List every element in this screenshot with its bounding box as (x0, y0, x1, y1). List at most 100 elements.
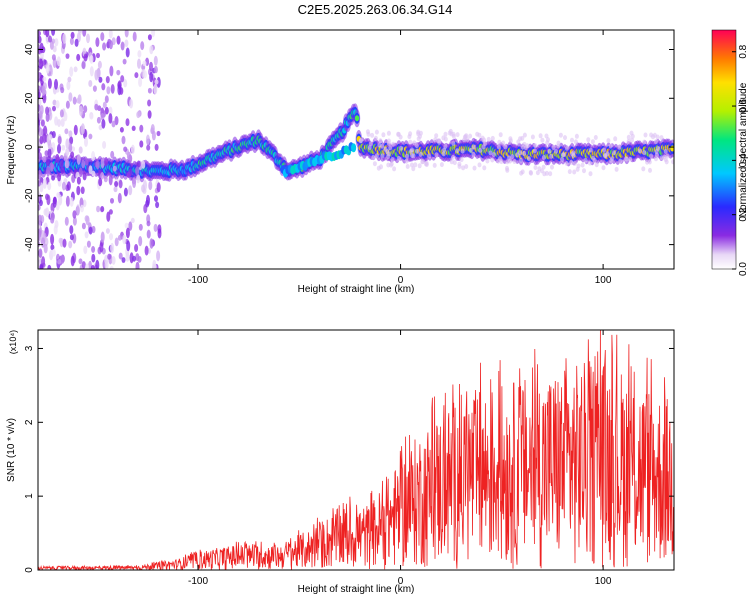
spectrogram-cell (99, 242, 104, 253)
spectrogram-cell (79, 105, 83, 117)
spectrogram-cell (601, 165, 606, 171)
spectrogram-x-axis-label: Height of straight line (km) (298, 284, 415, 295)
spectrogram-cell (472, 165, 477, 171)
spectrogram-cell (606, 138, 611, 144)
spectrogram-cell (96, 116, 101, 124)
spectrogram-cell (63, 111, 68, 122)
spectrogram-cell (125, 227, 130, 239)
spectrogram-cell (51, 130, 56, 139)
spectrogram-cell (45, 30, 50, 38)
spectrogram-cell (442, 147, 447, 153)
spectrogram-cell (413, 162, 418, 168)
snr-x-tick-label: -100 (188, 576, 208, 587)
spectrogram-cell (51, 30, 56, 36)
spectrogram-cell (111, 255, 116, 265)
spectrogram-cell (126, 240, 131, 252)
spectrogram-cell (586, 137, 591, 143)
spectrogram-cell (106, 211, 111, 222)
spectrogram-cell (549, 153, 554, 159)
spectrogram-cell (108, 209, 113, 215)
spectrogram-cell (482, 165, 487, 171)
spectrogram-cell (108, 106, 113, 116)
spectrogram-cell (65, 53, 70, 59)
spectrogram-cell (64, 128, 69, 135)
spectrogram-cell (65, 138, 70, 149)
snr-frame (37, 329, 675, 571)
spectrogram-cell (112, 165, 117, 172)
spectrogram-cell (137, 256, 142, 263)
spectrogram-cell (410, 153, 415, 159)
spectrogram-cell (110, 84, 115, 94)
spectrogram-cell (91, 151, 96, 162)
spectrogram-cell (477, 132, 482, 138)
spectrogram-cell (76, 185, 81, 196)
spectrogram-cell (54, 78, 58, 90)
spectrogram-cell (516, 139, 521, 145)
spectrogram-cell (156, 76, 161, 88)
spectrogram-cell (153, 65, 158, 74)
spectrogram-cell (137, 58, 141, 69)
spectrogram-x-tick-label: 100 (595, 275, 612, 286)
spectrogram-cell (52, 99, 57, 106)
spectrogram-cell (91, 245, 96, 253)
spectrogram-ticks: -100 0 100 -40 -20 0 20 40 (24, 30, 674, 286)
spectrogram-cell (147, 34, 152, 41)
spectrogram-cell (351, 143, 357, 153)
spectrogram-cell (437, 139, 442, 145)
spectrogram-cell (100, 231, 105, 243)
spectrogram-cell (664, 159, 669, 165)
spectrogram-cell (522, 150, 527, 156)
spectrogram-cell (441, 135, 446, 141)
spectrogram-cell (544, 170, 549, 176)
spectrogram-cell (368, 141, 373, 147)
spectrogram-cell (125, 47, 130, 58)
spectrogram-cell (145, 134, 150, 146)
spectrogram-cell (503, 144, 508, 150)
spectrogram-cell (122, 58, 127, 65)
spectrogram-cell (645, 159, 650, 165)
spectrogram-cell (449, 159, 454, 165)
spectrogram-cell (485, 158, 490, 164)
spectrogram-cell (70, 151, 75, 159)
spectrogram-cell (56, 192, 61, 198)
spectrogram-cell (451, 140, 456, 146)
spectrogram-cell (38, 147, 41, 154)
spectrogram-cell (519, 170, 524, 176)
colorbar-tick-label: 0.0 (738, 262, 749, 276)
spectrogram-cell (432, 162, 437, 168)
spectrogram-cell (626, 134, 631, 140)
spectrogram-cell (86, 240, 91, 248)
spectrogram-cell (110, 197, 114, 204)
spectrogram-cell (146, 220, 151, 227)
spectrogram-cell (630, 137, 634, 143)
spectrogram-cell (386, 130, 391, 136)
spectrogram-cell (45, 159, 50, 167)
spectrogram-cell (415, 148, 420, 154)
spectrogram-cell (550, 164, 554, 170)
spectrogram-x-tick-label: 0 (398, 275, 404, 286)
spectrogram-cell (136, 174, 141, 184)
spectrogram-cell (505, 167, 510, 173)
spectrogram-cell (572, 169, 577, 175)
spectrogram-cell (84, 158, 89, 166)
spectrogram-cell (149, 71, 154, 83)
spectrogram-cell (85, 263, 90, 269)
spectrogram-frame (37, 29, 675, 270)
spectrogram-cell (100, 172, 105, 180)
spectrogram-cell (59, 159, 64, 169)
spectrogram-cell (354, 115, 360, 122)
spectrogram-cell (455, 132, 460, 138)
spectrogram-cell (380, 153, 385, 159)
spectrogram-cell (130, 217, 135, 224)
spectrogram-cell (65, 147, 70, 156)
spectrogram-cell (497, 139, 502, 145)
spectrogram-cell (138, 223, 143, 231)
spectrogram-cell (416, 136, 421, 142)
spectrogram-cell (399, 145, 404, 151)
spectrogram-cell (628, 156, 633, 162)
spectrogram-cell (567, 169, 572, 175)
spectrogram-cell (52, 105, 56, 112)
spectrogram-cell (612, 150, 617, 156)
spectrogram-cell (491, 152, 496, 158)
